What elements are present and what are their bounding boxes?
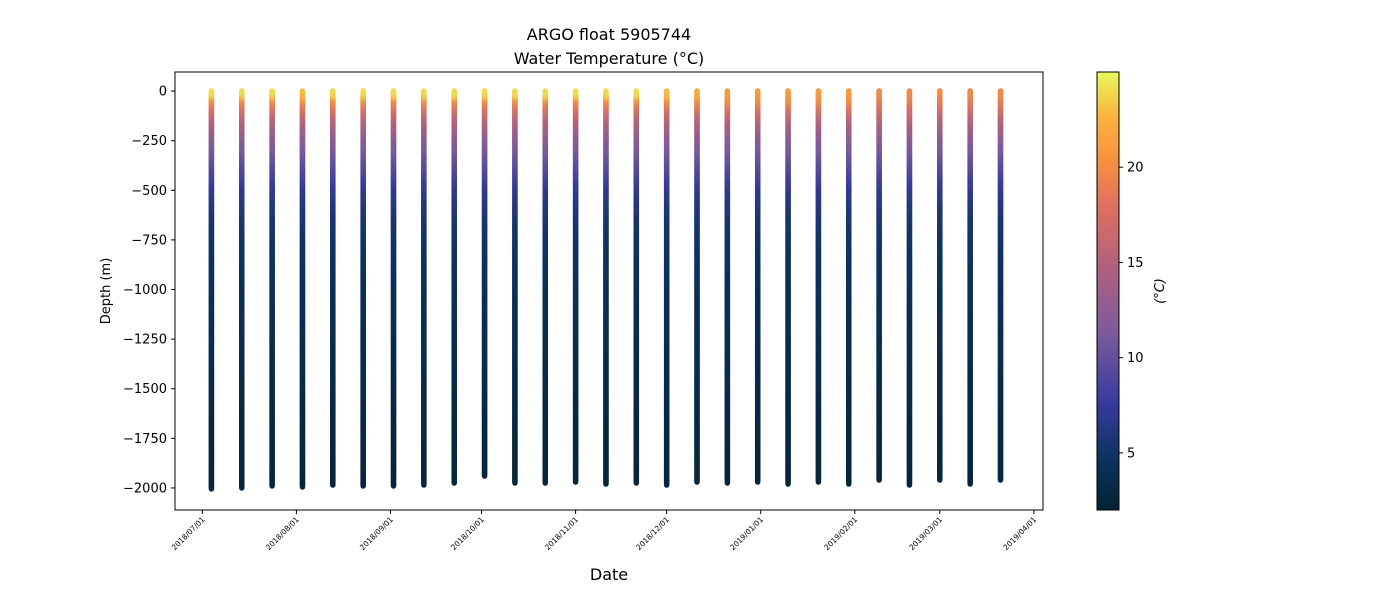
chart-subtitle: Water Temperature (°C): [514, 49, 704, 68]
chart-title: ARGO float 5905744: [527, 25, 691, 44]
plot-area: [211, 91, 1000, 489]
